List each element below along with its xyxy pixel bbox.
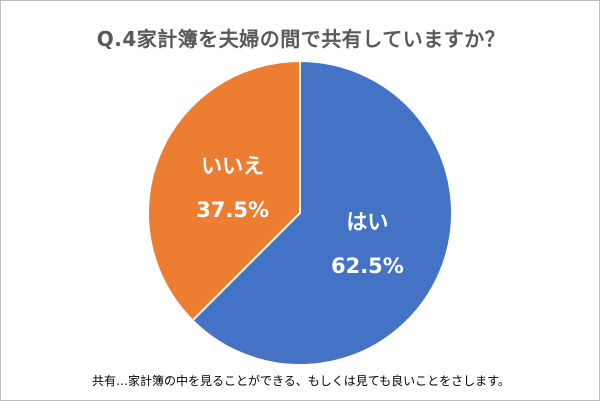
pie-slice-0 (191, 59, 453, 366)
chart-title: Q.4家計簿を夫婦の間で共有していますか？ (96, 27, 506, 51)
slice-value-label-0: 62.5% (331, 254, 404, 278)
slice-value-label-1: 37.5% (196, 198, 269, 222)
slice-label-1: いいえ (201, 154, 264, 178)
footnote: 共有…家計簿の中を見ることができる、もしくは見ても良いことをさします。 (92, 374, 510, 388)
pie-slice-1 (147, 59, 301, 322)
slice-label-0: はい (346, 210, 388, 234)
